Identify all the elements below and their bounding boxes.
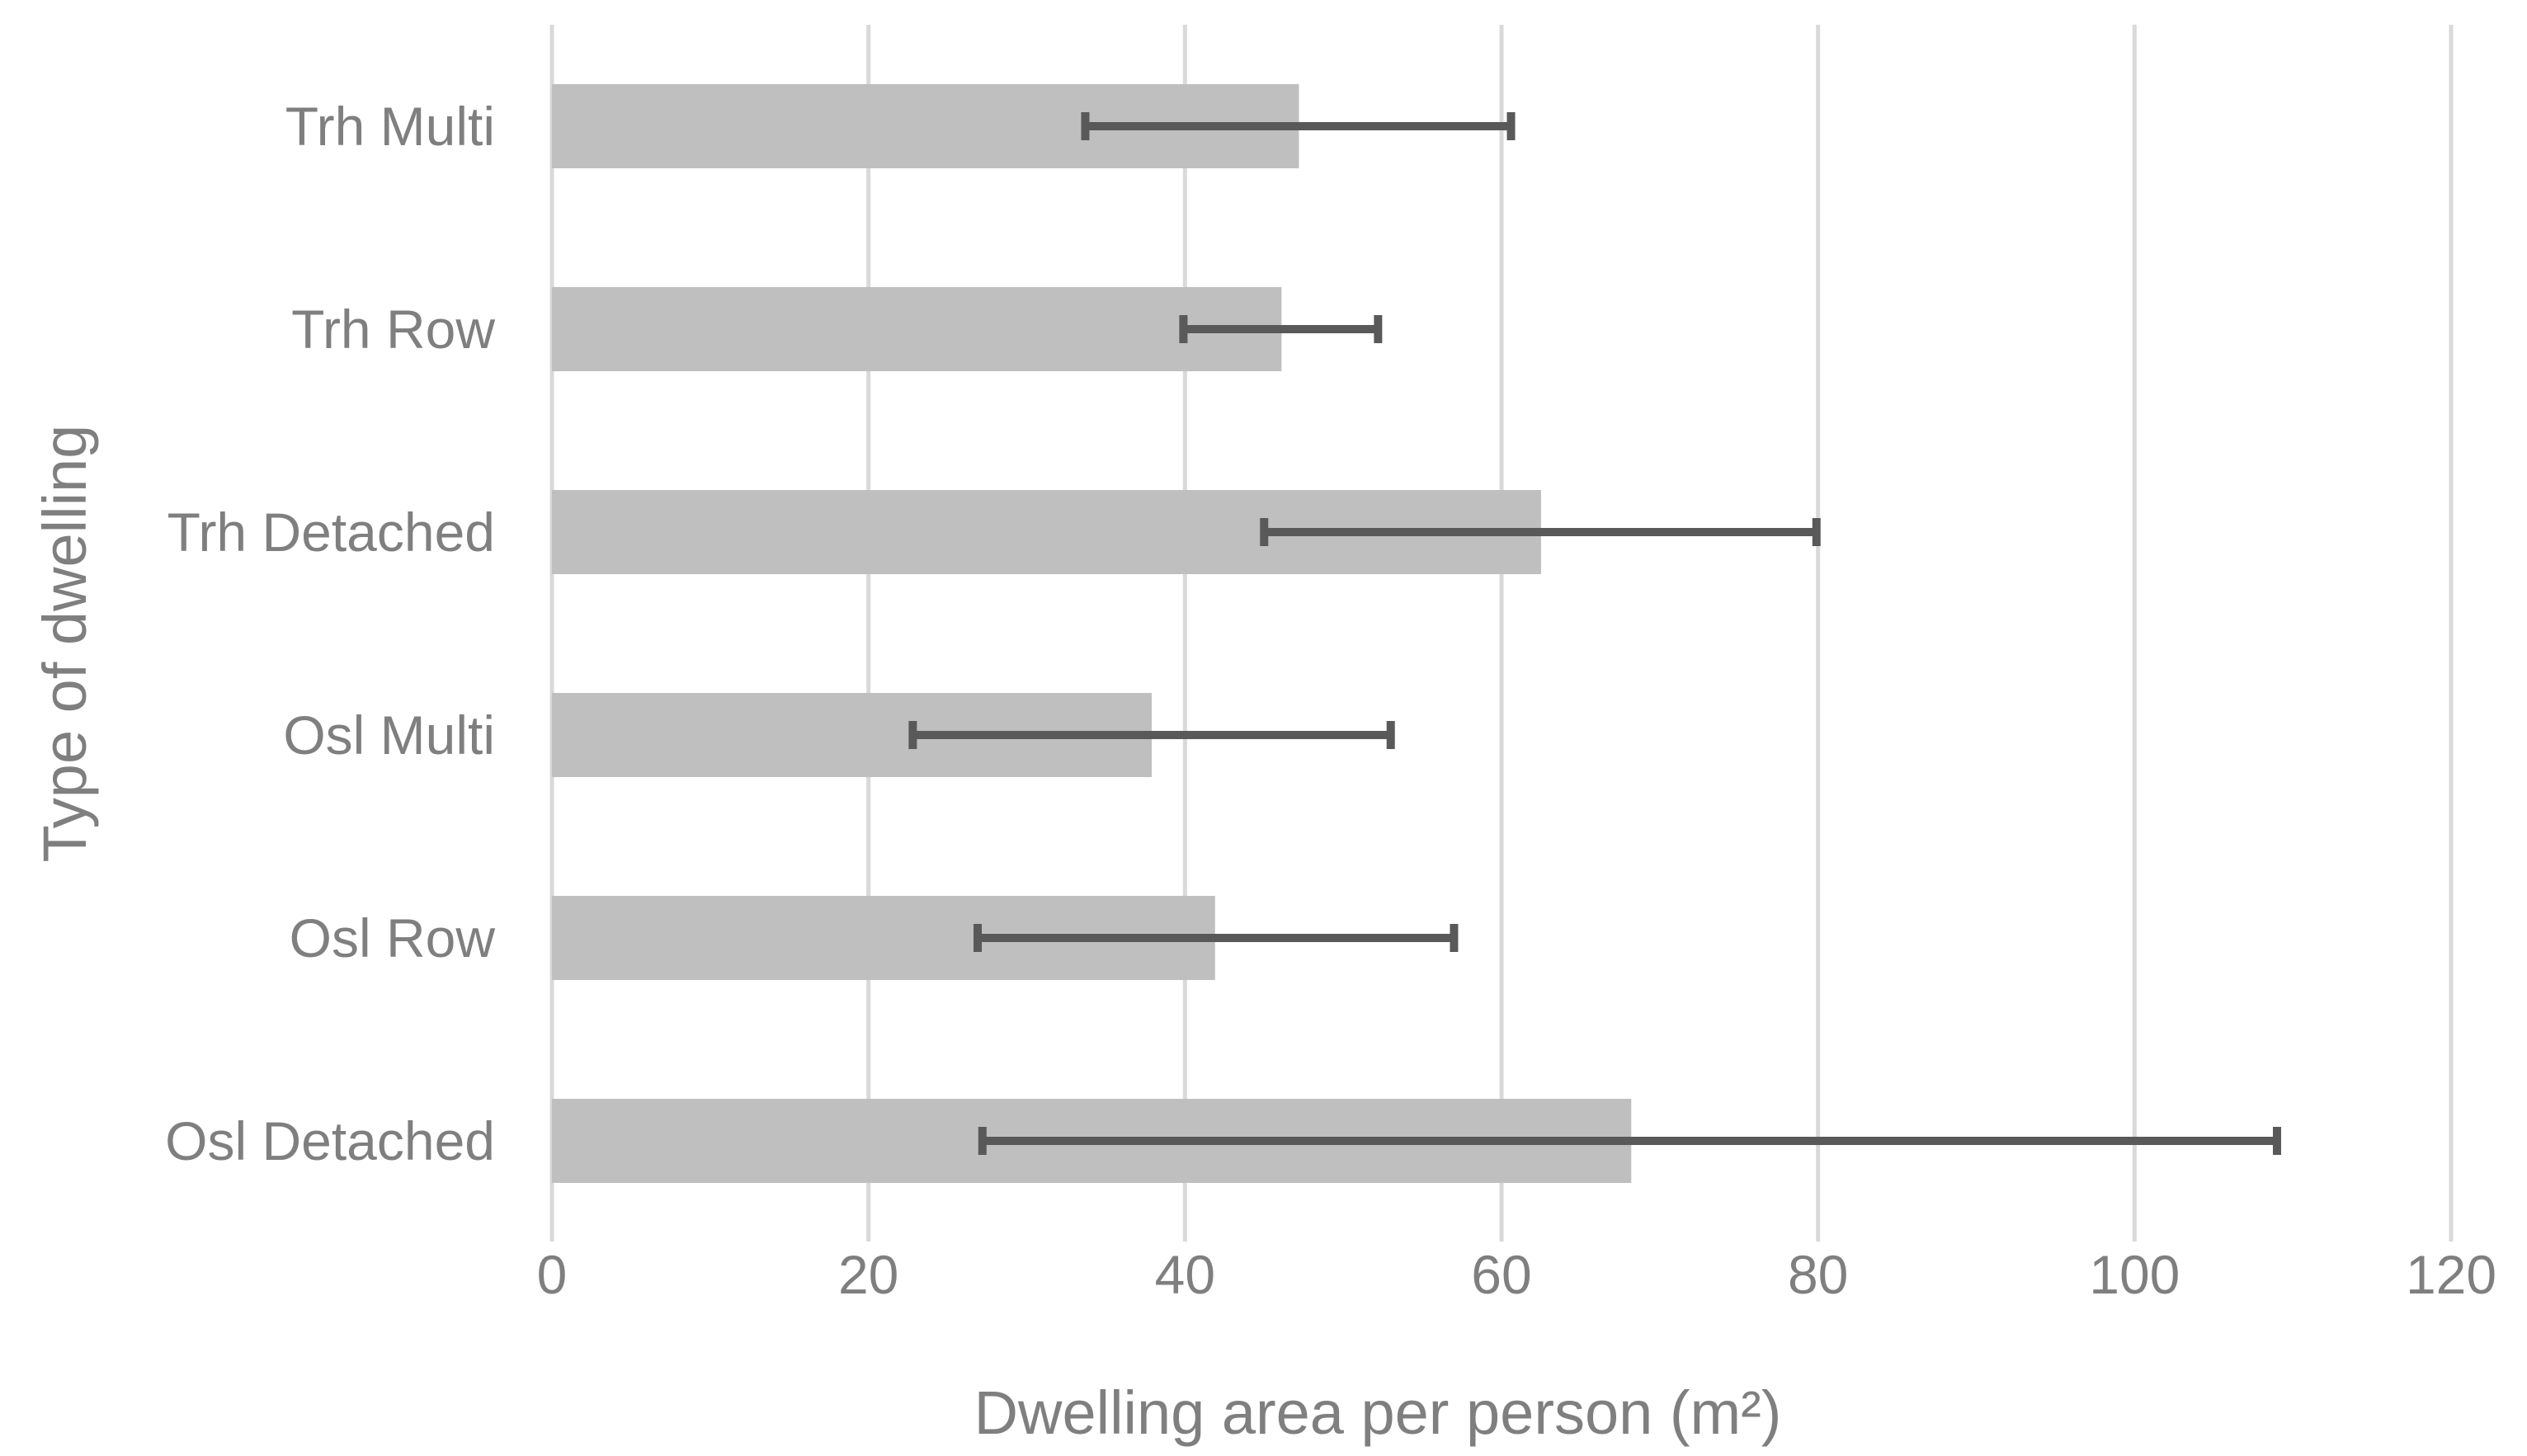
x-tick-label-0: 0 [537, 1244, 568, 1305]
gridlines [549, 25, 2454, 1242]
x-tick-label-60: 60 [1471, 1244, 1531, 1305]
category-label-trh-row: Trh Row [291, 299, 495, 360]
category-label-osl-row: Osl Row [290, 907, 496, 968]
bar-trh-row [552, 287, 1282, 371]
error-bar-trh-row [1179, 315, 1383, 343]
error-bars [908, 112, 2281, 1155]
y-axis-title: Type of dwelling [31, 425, 99, 863]
y-axis-categories: Trh Multi Trh Row Trh Detached Osl Multi Osl… [165, 96, 495, 1171]
error-bar-trh-multi [1081, 112, 1516, 140]
error-bar-trh-detached [1260, 518, 1821, 546]
x-tick-label-100: 100 [2089, 1244, 2180, 1305]
x-tick-label-80: 80 [1788, 1244, 1848, 1305]
error-bar-osl-detached [978, 1127, 2281, 1155]
bars [552, 84, 1632, 1183]
x-axis-title: Dwelling area per person (m²) [974, 1378, 1782, 1447]
x-tick-label-120: 120 [2406, 1244, 2496, 1305]
x-tick-label-40: 40 [1155, 1244, 1215, 1305]
category-label-trh-multi: Trh Multi [285, 96, 495, 157]
x-axis-ticks: 0 20 40 60 80 100 120 [537, 1244, 2496, 1305]
category-label-osl-detached: Osl Detached [165, 1110, 495, 1171]
error-bar-osl-multi [908, 721, 1395, 749]
category-label-trh-detached: Trh Detached [167, 502, 495, 563]
category-label-osl-multi: Osl Multi [283, 704, 495, 766]
error-bar-osl-row [974, 924, 1459, 952]
x-tick-label-20: 20 [838, 1244, 898, 1305]
